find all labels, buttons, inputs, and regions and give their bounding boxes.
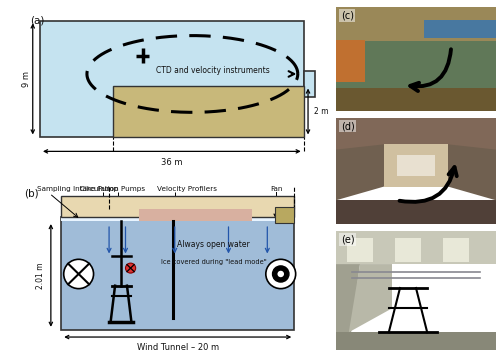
Polygon shape (336, 264, 360, 350)
Text: Ice covered during "lead mode": Ice covered during "lead mode" (160, 259, 266, 265)
Circle shape (64, 259, 94, 289)
Text: 2.01 m: 2.01 m (36, 262, 45, 289)
Text: Always open water: Always open water (177, 240, 250, 249)
Circle shape (272, 266, 289, 282)
Text: 36 m: 36 m (161, 158, 182, 167)
Bar (62, 217, 294, 221)
Bar (62, 196, 294, 217)
Bar (336, 118, 496, 150)
Bar (275, 207, 294, 223)
Text: CTD and velocity instruments: CTD and velocity instruments (156, 66, 270, 75)
Polygon shape (448, 144, 496, 200)
Text: (e): (e) (341, 234, 354, 244)
Bar (336, 41, 496, 88)
Text: (b): (b) (24, 189, 38, 199)
Bar (397, 155, 435, 176)
Circle shape (126, 263, 136, 273)
Circle shape (266, 259, 296, 289)
Bar (336, 40, 365, 82)
FancyArrowPatch shape (400, 167, 457, 202)
Bar (40, 20, 304, 137)
FancyArrowPatch shape (410, 49, 451, 91)
Text: Fan: Fan (270, 186, 282, 192)
Text: Velocity Profilers: Velocity Profilers (157, 186, 217, 192)
Text: 2 m: 2 m (314, 107, 328, 116)
Bar (347, 238, 373, 262)
Text: (a): (a) (30, 15, 44, 26)
Text: Wind Tunnel – 20 m: Wind Tunnel – 20 m (136, 343, 219, 352)
Bar (304, 71, 316, 97)
Bar (424, 19, 496, 38)
Bar (336, 7, 496, 43)
Text: Circulation Pumps: Circulation Pumps (80, 186, 144, 192)
Bar (336, 231, 496, 264)
Bar (443, 238, 469, 262)
Bar (395, 238, 421, 262)
Bar (384, 144, 448, 187)
Bar (336, 332, 496, 350)
Circle shape (278, 271, 284, 277)
Bar (139, 209, 252, 221)
Text: (d): (d) (341, 121, 354, 131)
Bar (336, 200, 496, 224)
Polygon shape (349, 264, 392, 332)
Text: (c): (c) (341, 10, 354, 20)
Text: 9 m: 9 m (22, 71, 32, 87)
Text: Sampling Intake Pump: Sampling Intake Pump (38, 186, 118, 192)
Bar (114, 86, 304, 137)
Bar (62, 217, 294, 330)
Bar (336, 82, 496, 111)
Polygon shape (336, 144, 384, 200)
